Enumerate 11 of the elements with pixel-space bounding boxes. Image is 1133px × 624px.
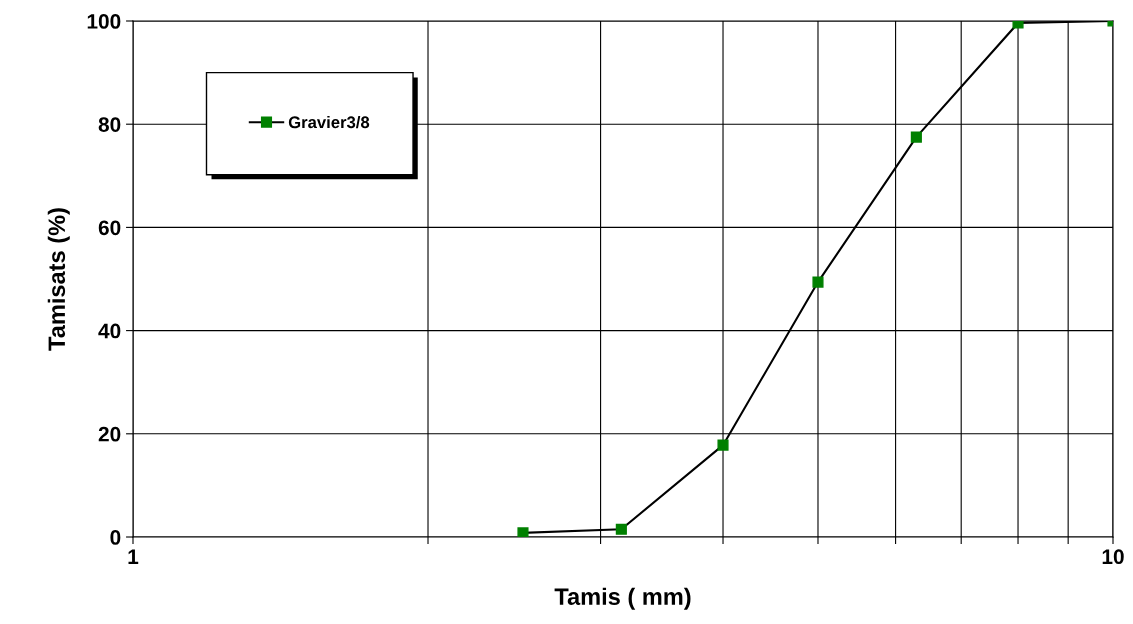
x-axis-title: Tamis ( mm): [554, 587, 691, 610]
y-tick-label: 60: [98, 220, 121, 236]
x-tick-label: 1: [128, 549, 139, 564]
y-axis-title: Tamisats (%): [47, 208, 70, 351]
y-tick-label: 20: [98, 426, 121, 442]
y-tick-label: 0: [110, 530, 121, 545]
x-tick-label: 10: [1102, 549, 1124, 565]
y-tick-label: 80: [98, 117, 121, 132]
y-tick-label: 40: [98, 323, 121, 339]
legend-label: Gravier3/8: [288, 115, 370, 129]
y-tick-label: 100: [87, 14, 121, 29]
